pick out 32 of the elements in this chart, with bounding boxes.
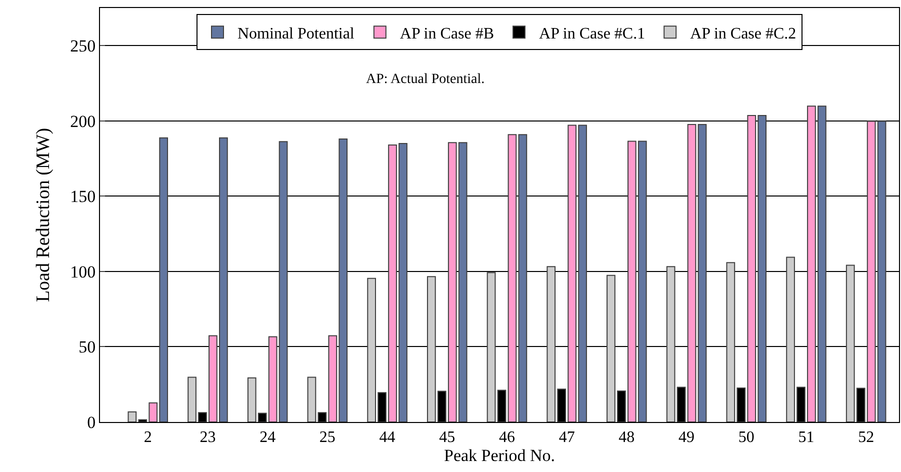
legend-label: AP in Case #C.1 (539, 25, 646, 42)
x-tick-label: 51 (798, 429, 814, 446)
y-tick-label: 100 (70, 262, 96, 282)
x-tick-label: 24 (260, 429, 276, 446)
x-tick-label: 45 (439, 429, 456, 446)
y-tick-label: 50 (78, 338, 96, 357)
x-tick-label: 49 (678, 429, 695, 446)
bar (518, 134, 528, 422)
bar (508, 134, 517, 422)
x-tick-label: 25 (319, 429, 336, 446)
bar (307, 376, 316, 422)
y-tick-label: 150 (70, 187, 96, 206)
annotation: AP: Actual Potential. (366, 72, 485, 87)
x-tick-label: 2 (144, 429, 152, 446)
x-axis-title: Peak Period No. (444, 446, 555, 466)
bar (486, 272, 496, 422)
legend-label: AP in Case #B (400, 25, 494, 42)
legend-label: AP in Case #C.2 (690, 25, 796, 42)
x-tick-label: 48 (618, 429, 635, 446)
bar (687, 124, 696, 422)
y-tick-label: 250 (70, 36, 96, 56)
x-tick-label: 47 (558, 429, 575, 446)
y-tick-label: 200 (70, 112, 96, 131)
x-tick-label: 52 (858, 429, 874, 446)
x-tick-label: 44 (379, 429, 396, 446)
y-axis-title: Load Reduction (MW) (32, 128, 54, 302)
x-tick-label: 50 (738, 429, 754, 446)
y-tick-label: 0 (87, 412, 96, 432)
x-tick-label: 46 (498, 429, 515, 446)
bar (698, 124, 707, 422)
x-tick-label: 23 (200, 429, 216, 446)
legend-label: Nominal Potential (238, 25, 355, 42)
